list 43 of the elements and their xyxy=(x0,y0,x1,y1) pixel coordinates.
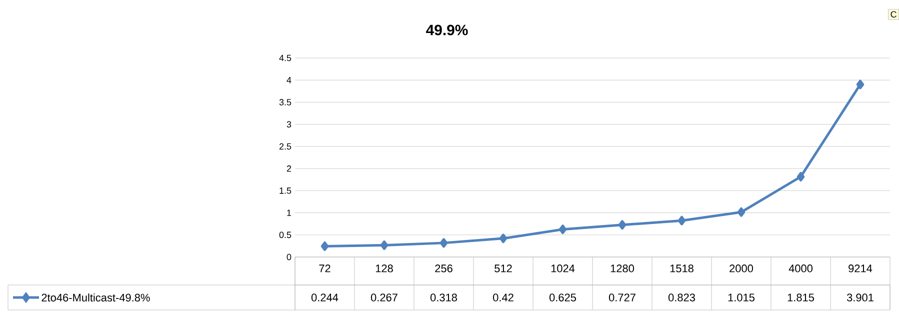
x-tick-label: 1024 xyxy=(551,264,575,272)
point xyxy=(737,207,746,217)
x-tick-label: 9214 xyxy=(848,264,872,272)
data-label: 0.823 xyxy=(668,294,695,302)
x-tick-label: 256 xyxy=(435,264,452,272)
data-label: 0.267 xyxy=(370,294,398,302)
text: C xyxy=(890,11,896,18)
y-tick-label: 4.5 xyxy=(279,54,292,62)
point xyxy=(856,80,864,90)
y-tick-label: 1 xyxy=(287,210,292,216)
x-tick-label: 72 xyxy=(319,264,330,272)
point xyxy=(796,172,805,182)
y-tick-label: 0 xyxy=(286,254,292,260)
x-tick-label: 2000 xyxy=(730,264,754,272)
point xyxy=(499,234,508,244)
data-label: 1.815 xyxy=(788,294,814,302)
point xyxy=(618,220,626,230)
point xyxy=(558,224,567,234)
y-tick-label: 0.5 xyxy=(279,232,292,238)
legend-label: 2to46-Multicast-49.8% xyxy=(42,293,150,302)
y-tick-label: 2 xyxy=(286,165,292,172)
chart-title: 49.9% xyxy=(426,24,468,36)
data-label: 0.625 xyxy=(549,294,576,302)
data-label: 1.015 xyxy=(728,294,754,302)
point xyxy=(320,241,329,251)
data-label: 3.901 xyxy=(846,294,874,302)
x-tick-label: 4000 xyxy=(788,264,813,272)
y-tick-label: 3.5 xyxy=(279,99,292,106)
point xyxy=(678,216,686,226)
y-tick-label: 1.5 xyxy=(280,188,292,194)
x-tick-label: 1518 xyxy=(670,264,694,272)
x-tick-label: 128 xyxy=(376,264,393,272)
y-tick-label: 2.5 xyxy=(279,143,292,150)
y-tick-label: 3 xyxy=(286,121,292,128)
data-label: 0.244 xyxy=(311,294,338,302)
y-tick-label: 4 xyxy=(286,77,292,84)
data-label: 0.42 xyxy=(493,294,514,302)
x-tick-label: 1280 xyxy=(610,264,634,272)
data-label: 0.727 xyxy=(608,294,636,302)
point xyxy=(380,240,388,250)
x-tick-label: 512 xyxy=(494,264,512,272)
point xyxy=(440,238,448,248)
data-label: 0.318 xyxy=(430,294,457,302)
